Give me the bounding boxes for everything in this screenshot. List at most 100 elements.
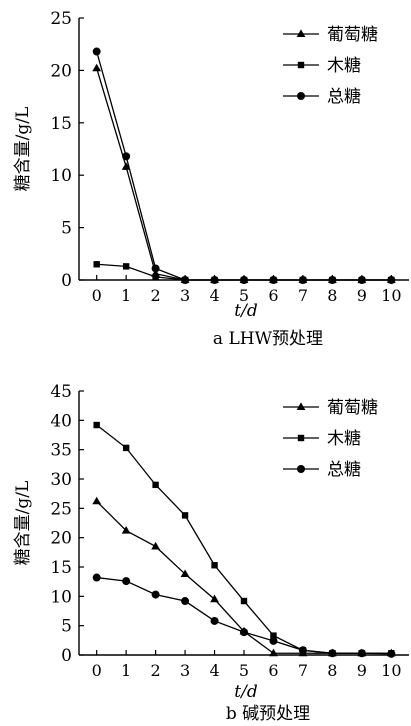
data-point-triangle (121, 162, 131, 170)
data-point-triangle (180, 569, 190, 578)
x-tick-label: 4 (209, 286, 219, 305)
legend-label: 总糖 (327, 460, 361, 480)
x-tick-label: 2 (151, 661, 161, 680)
y-tick-label: 0 (61, 271, 72, 291)
x-tick-label: 5 (239, 661, 249, 680)
legend-label: 木糖 (327, 429, 361, 449)
y-axis-label: 糖含量/g/L (13, 481, 33, 566)
data-point-triangle (269, 648, 278, 657)
x-tick-label: 10 (381, 661, 401, 680)
data-point-circle (92, 573, 101, 582)
data-point-triangle (210, 594, 219, 603)
panel-caption: a LHW预处理 (213, 329, 323, 349)
y-tick-label: 25 (50, 499, 72, 519)
data-point-square (93, 261, 100, 268)
x-axis-label: t/d (234, 682, 258, 702)
x-axis-label: t/d (234, 301, 258, 321)
x-tick-label: 9 (357, 661, 367, 680)
series-line-circle (96, 51, 392, 281)
data-point-square (122, 444, 130, 452)
x-tick-label: 7 (298, 661, 308, 680)
data-point-circle (328, 276, 337, 284)
data-point-circle (240, 276, 248, 284)
data-point-square (152, 273, 159, 281)
y-axis-label: 糖含量/g/L (13, 107, 33, 192)
legend-label: 葡萄糖 (327, 25, 378, 45)
data-point-triangle (151, 541, 161, 550)
legend-label: 木糖 (327, 56, 361, 76)
x-tick-label: 6 (268, 661, 278, 680)
data-point-circle (269, 636, 278, 645)
y-tick-label: 10 (50, 587, 72, 607)
x-tick-label: 0 (92, 286, 102, 305)
data-point-square (270, 632, 277, 639)
y-tick-label: 25 (50, 9, 72, 29)
data-point-circle (122, 577, 131, 586)
x-tick-label: 7 (298, 286, 308, 305)
data-point-square (122, 263, 130, 270)
y-tick-label: 20 (50, 529, 72, 549)
legend-marker-circle (297, 92, 305, 100)
y-tick-label: 5 (61, 219, 72, 239)
x-tick-label: 6 (268, 286, 278, 305)
panel-caption: b 碱预处理 (226, 704, 310, 724)
data-point-circle (357, 276, 366, 284)
x-tick-label: 0 (92, 661, 102, 680)
y-tick-label: 30 (50, 470, 72, 490)
x-tick-label: 10 (381, 286, 401, 305)
data-point-circle (181, 276, 190, 284)
data-point-triangle (121, 526, 131, 534)
y-tick-label: 35 (50, 441, 72, 461)
legend-marker-triangle (296, 402, 306, 410)
y-tick-label: 15 (50, 114, 72, 134)
data-point-circle (357, 649, 366, 658)
data-point-triangle (92, 496, 102, 505)
y-tick-label: 40 (50, 411, 72, 431)
data-point-circle (122, 152, 131, 161)
y-tick-label: 15 (50, 558, 72, 578)
legend-marker-circle (297, 465, 305, 473)
y-tick-label: 45 (50, 382, 72, 402)
data-point-square (93, 421, 100, 429)
data-point-circle (387, 649, 396, 658)
data-point-square (211, 562, 218, 569)
data-point-triangle (92, 63, 102, 72)
x-tick-label: 8 (327, 286, 337, 305)
x-tick-label: 2 (151, 286, 161, 305)
legend-marker-square (297, 61, 305, 69)
data-point-circle (298, 646, 307, 655)
x-tick-label: 3 (180, 661, 190, 680)
x-tick-label: 3 (180, 286, 190, 305)
data-point-square (181, 512, 189, 519)
data-point-circle (298, 276, 307, 284)
x-tick-label: 5 (239, 286, 249, 305)
legend-label: 总糖 (327, 87, 361, 107)
y-tick-label: 0 (61, 646, 72, 666)
x-tick-label: 9 (357, 286, 367, 305)
x-tick-label: 4 (209, 661, 219, 680)
y-tick-label: 20 (50, 61, 72, 81)
data-point-circle (269, 276, 278, 284)
data-point-square (240, 597, 248, 605)
x-tick-label: 1 (121, 286, 131, 305)
x-tick-label: 8 (327, 661, 337, 680)
data-point-circle (151, 264, 160, 273)
y-tick-label: 5 (61, 617, 72, 637)
series-line-circle (96, 576, 392, 655)
legend-marker-triangle (296, 29, 306, 37)
legend-marker-square (297, 434, 305, 442)
y-tick-label: 10 (50, 166, 72, 186)
data-point-circle (240, 628, 248, 637)
data-point-circle (210, 616, 219, 625)
x-tick-label: 1 (121, 661, 131, 680)
data-point-circle (181, 597, 190, 606)
data-point-circle (328, 649, 337, 658)
data-point-circle (151, 590, 160, 599)
legend-label: 葡萄糖 (327, 398, 378, 418)
data-point-circle (92, 47, 101, 56)
data-point-circle (210, 276, 219, 284)
data-point-square (152, 481, 159, 489)
